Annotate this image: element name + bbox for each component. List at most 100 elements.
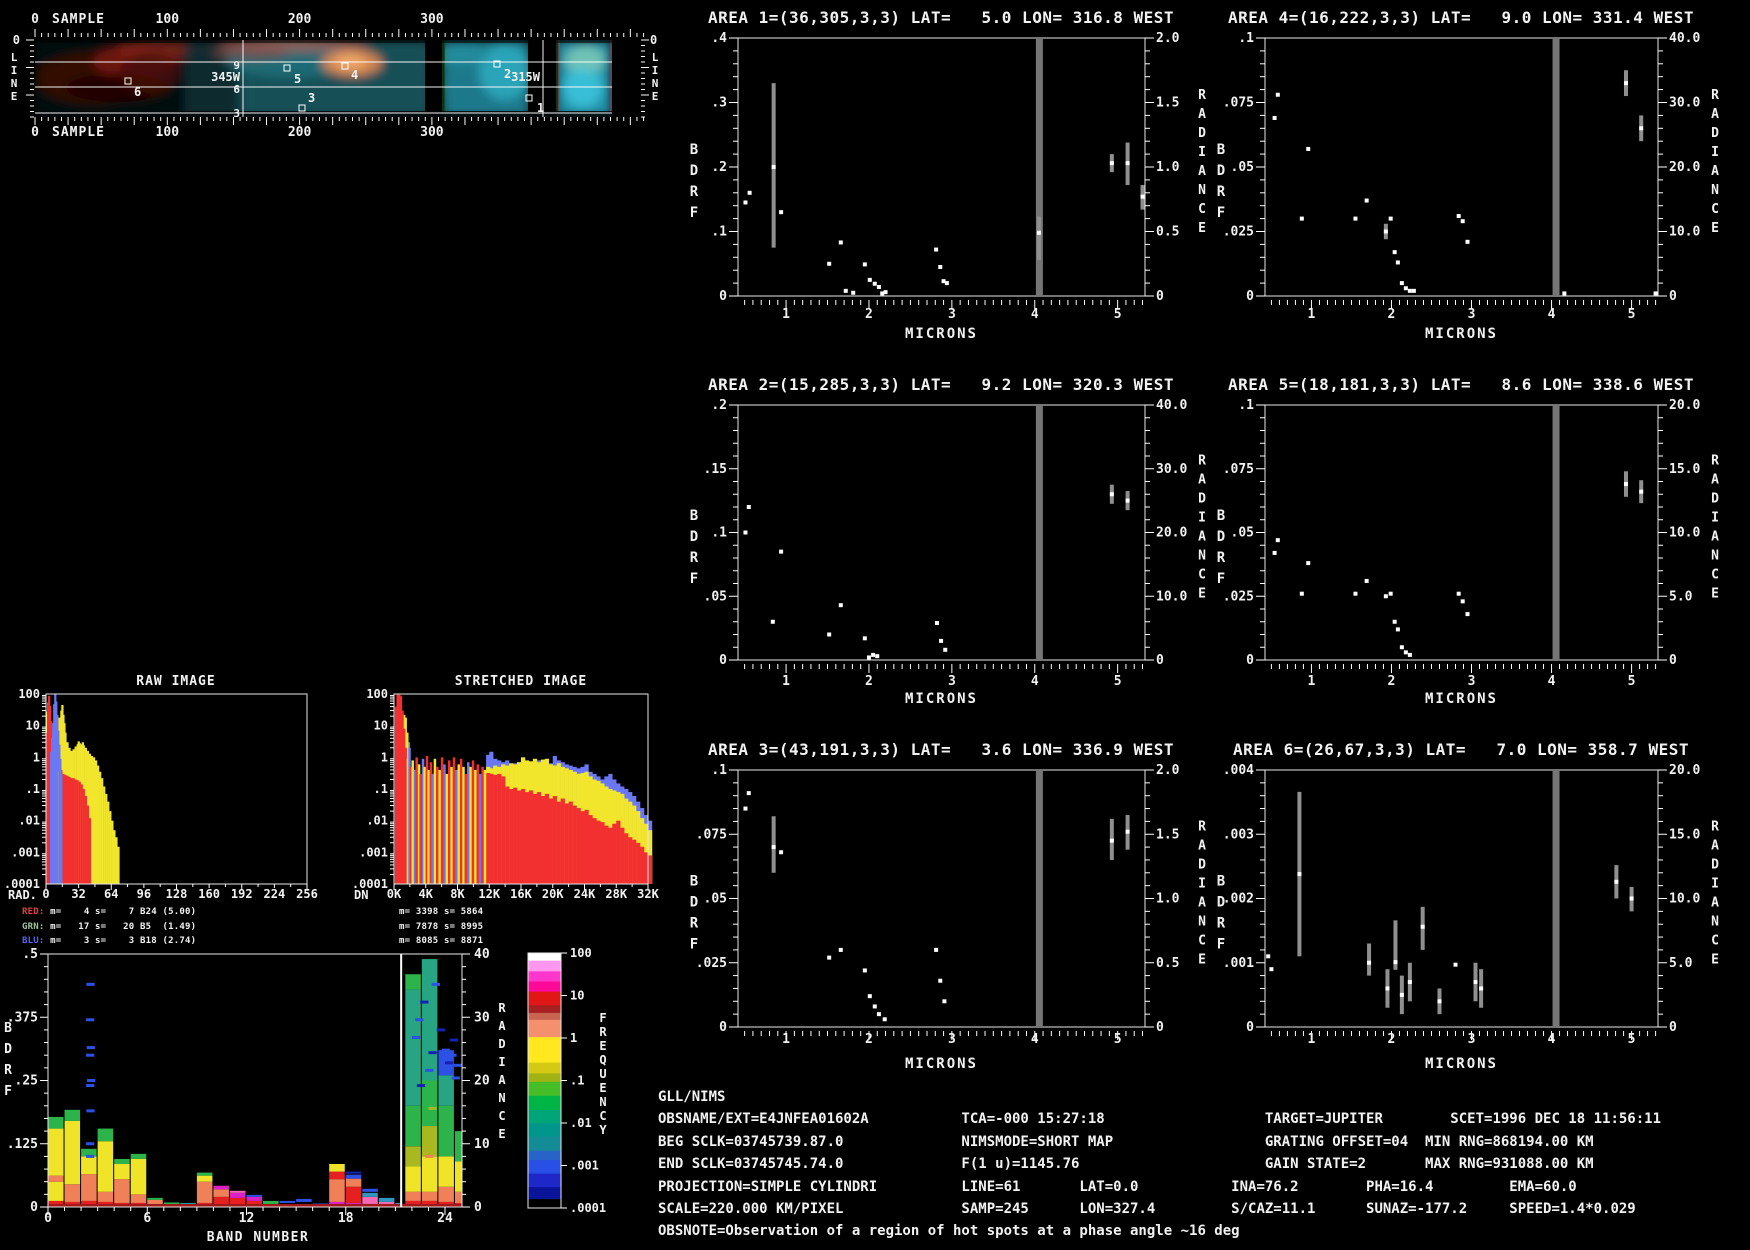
x-tick-label: 2 — [865, 307, 873, 322]
svg-text:D: D — [690, 529, 698, 545]
x-tick-label: 4 — [1031, 307, 1039, 322]
y-tick-label: .025 — [1223, 225, 1254, 240]
svg-text:D: D — [1217, 895, 1225, 911]
svg-text:B: B — [690, 142, 698, 158]
bdrf-tick-label: .125 — [7, 1137, 38, 1152]
area-marker-label: 5 — [294, 72, 301, 86]
svg-text:D: D — [690, 895, 698, 911]
stretched-xaxis-caption: DN — [354, 888, 369, 902]
raw-stat-red: RED: m= 4 s= 7 B24 (5.00) — [22, 907, 197, 917]
sample-tick-label: 300 — [420, 12, 444, 27]
svg-text:B: B — [4, 1021, 12, 1036]
svg-text:Y: Y — [599, 1123, 607, 1137]
svg-text:I: I — [498, 1055, 505, 1069]
y-tick-label: .001 — [1223, 956, 1254, 971]
sample-tick-label: 100 — [156, 125, 180, 140]
x-tick-label: 1 — [1308, 307, 1316, 322]
lon-gridline-label: 345W — [211, 70, 241, 84]
radiance-tick-label: 0 — [1156, 289, 1164, 304]
y-tick-label: .025 — [696, 956, 727, 971]
bdrf-tick-label: .25 — [15, 1074, 38, 1089]
svg-text:A: A — [1198, 164, 1206, 179]
svg-text:C: C — [599, 1109, 606, 1123]
radiance-tick-label: 30.0 — [1669, 96, 1700, 111]
x-tick-label: 4 — [1548, 674, 1556, 689]
x-tick-label: 5 — [1628, 307, 1636, 322]
svg-text:I: I — [1711, 511, 1719, 526]
radiance-tick-label: 15.0 — [1669, 827, 1700, 842]
svg-text:A: A — [1198, 473, 1206, 488]
svg-text:D: D — [1217, 163, 1225, 179]
svg-text:F: F — [599, 1011, 606, 1025]
radiance-tick-label: 5.0 — [1669, 589, 1693, 604]
x-tick-label: 2 — [865, 1032, 873, 1047]
svg-text:B: B — [690, 874, 698, 890]
sample-axis-label: SAMPLE — [52, 125, 105, 140]
footer-line-beg-sclk: BEG SCLK=03745739.87.0 NIMSMODE=SHORT MA… — [658, 1133, 1594, 1150]
svg-text:A: A — [498, 1073, 506, 1087]
svg-text:N: N — [11, 77, 18, 90]
radiance-tick-label: 20 — [474, 1074, 490, 1089]
bdrf-tick-label: 0 — [30, 1200, 38, 1215]
colorbar-label: .01 — [570, 1116, 592, 1130]
x-tick-label: 3 — [948, 1032, 956, 1047]
x-tick-label: 3 — [1468, 307, 1476, 322]
svg-text:D: D — [1217, 529, 1225, 545]
svg-text:C: C — [1198, 934, 1206, 949]
svg-text:F: F — [690, 571, 698, 587]
y-tick-label: .002 — [1223, 892, 1254, 907]
area-markers: 1 2 3 4 5 6 — [124, 60, 544, 115]
svg-text:E: E — [1198, 953, 1206, 968]
y-tick-label: .1 — [1238, 31, 1254, 46]
y-tick-label: .2 — [711, 398, 727, 413]
x-axis-label: MICRONS — [1425, 326, 1498, 342]
svg-text:I: I — [1198, 511, 1206, 526]
x-axis-label: MICRONS — [905, 691, 978, 707]
hist-y-label: 100 — [18, 687, 40, 701]
svg-text:N: N — [599, 1095, 606, 1109]
sample-tick-label: 100 — [156, 12, 180, 27]
svg-text:D: D — [1711, 492, 1719, 507]
sample-tick-label: 0 — [31, 12, 39, 27]
y-tick-label: .4 — [711, 31, 727, 46]
y-tick-label: .05 — [704, 892, 727, 907]
x-tick-label: 5 — [1628, 674, 1636, 689]
area3-plot: .1 .075 .05 .025 0 2.0 1.5 1.0 0.5 0 1 2 3 4 5 MICRONS B… — [690, 763, 1206, 1072]
radiance-tick-label: 2.0 — [1156, 763, 1180, 778]
grn-label: GRN: — [22, 922, 45, 932]
hist-x-label: 32 — [71, 887, 85, 901]
area-marker-label: 2 — [504, 67, 511, 81]
x-tick-label: 2 — [865, 674, 873, 689]
svg-text:I: I — [11, 64, 18, 77]
x-tick-label: 4 — [1031, 674, 1039, 689]
lat-gridline-label: 6 — [233, 83, 240, 96]
radiance-tick-label: 40.0 — [1669, 31, 1700, 46]
radiance-tick-label: 0 — [474, 1200, 482, 1215]
area5-title: AREA 5=(18,181,3,3) LAT= 8.6 LON= 338.6 … — [1227, 375, 1695, 394]
y-tick-label: .05 — [704, 589, 727, 604]
area-marker-label: 3 — [308, 91, 315, 105]
svg-text:I: I — [652, 64, 659, 77]
svg-text:R: R — [1198, 88, 1206, 103]
band-number-label: BAND NUMBER — [206, 1230, 310, 1245]
colorbar-label: 100 — [570, 946, 592, 960]
area6-plot: .004 .003 .002 .001 0 20.0 15.0 10.0 5.0 0 1 2 3 4 5 MI… — [1217, 763, 1719, 1072]
raw-stat-grn: GRN: m= 17 s= 20 B5 (1.49) — [22, 922, 197, 932]
svg-text:C: C — [1711, 568, 1719, 583]
radiance-tick-label: 1.0 — [1156, 892, 1180, 907]
footer-line-obsname: OBSNAME/EXT=E4JNFEA01602A TCA=-000 15:27… — [658, 1111, 1662, 1128]
svg-text:I: I — [1198, 145, 1206, 160]
blu-label: BLU: — [22, 936, 45, 946]
hist-y-label: .01 — [18, 814, 40, 828]
svg-text:F: F — [1217, 937, 1225, 953]
y-tick-label: .3 — [711, 96, 727, 111]
colorbar-label: 1 — [570, 1031, 577, 1045]
x-tick-label: 1 — [782, 674, 790, 689]
x-tick-label: 3 — [1468, 1032, 1476, 1047]
x-tick-label: 1 — [782, 1032, 790, 1047]
x-tick-label: 4 — [1031, 1032, 1039, 1047]
x-axis-label: MICRONS — [1425, 1056, 1498, 1072]
